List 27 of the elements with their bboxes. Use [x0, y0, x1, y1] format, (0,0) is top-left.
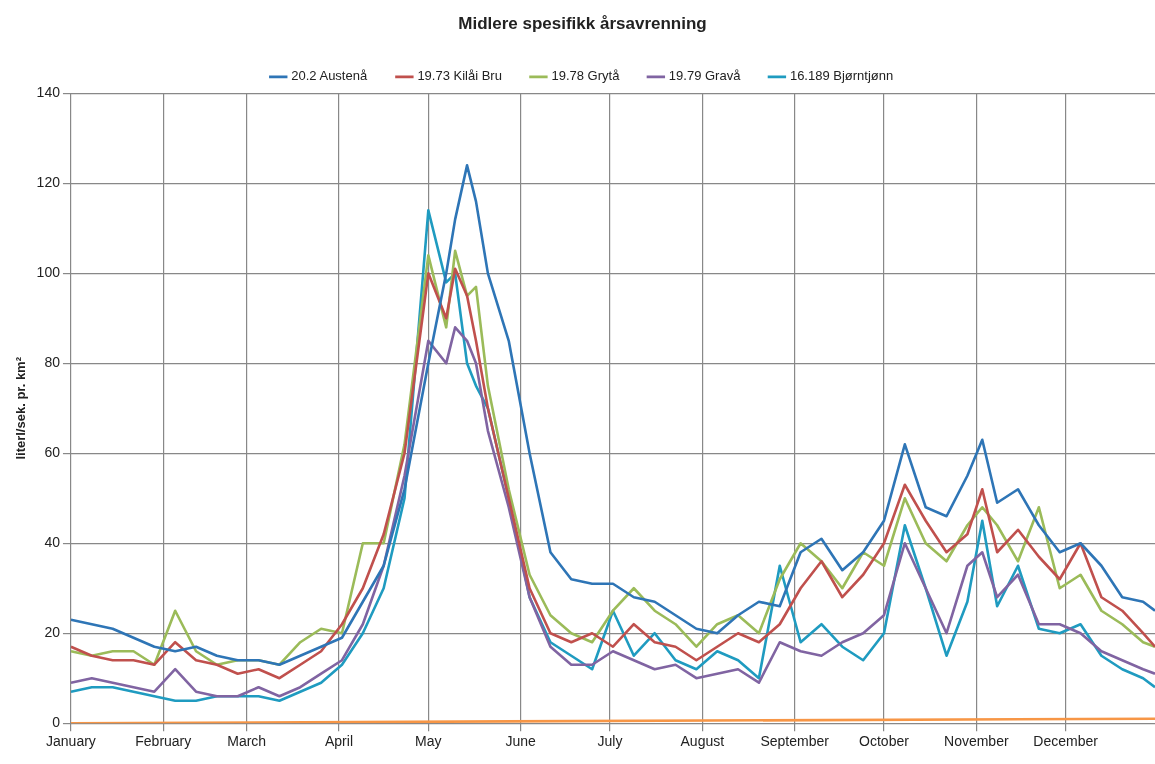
- y-tick-label: 80: [44, 354, 61, 371]
- x-tick-label: April: [324, 733, 353, 750]
- x-tick-label: November: [944, 733, 1009, 750]
- x-tick-label: May: [415, 733, 442, 750]
- legend-label: 19.73 Kilåi Bru: [417, 68, 502, 84]
- x-tick-label: July: [597, 733, 623, 750]
- x-tick-label: January: [46, 733, 96, 750]
- y-tick-label: 40: [44, 534, 61, 551]
- x-tick-label: December: [1033, 733, 1099, 750]
- y-tick-label: 0: [52, 714, 61, 731]
- legend-label: 16.189 Bjørntjønn: [789, 68, 894, 84]
- y-tick-label: 120: [36, 174, 61, 191]
- y-tick-label: 140: [36, 84, 61, 101]
- x-tick-label: August: [680, 733, 725, 750]
- x-tick-label: September: [760, 733, 830, 750]
- y-tick-label: 100: [36, 264, 61, 281]
- x-tick-label: February: [135, 733, 192, 750]
- legend-label: 19.78 Grytå: [551, 68, 621, 84]
- x-tick-label: October: [859, 733, 910, 750]
- legend-label: 20.2 Austenå: [291, 68, 368, 84]
- y-tick-label: 60: [44, 444, 61, 461]
- x-tick-label: June: [505, 733, 537, 750]
- y-axis-title: literl/sek. pr. km²: [13, 356, 29, 460]
- chart-title: Midlere spesifikk årsavrenning: [458, 13, 707, 33]
- x-tick-label: March: [227, 733, 267, 750]
- y-tick-label: 20: [44, 624, 61, 641]
- legend-label: 19.79 Gravå: [668, 68, 742, 84]
